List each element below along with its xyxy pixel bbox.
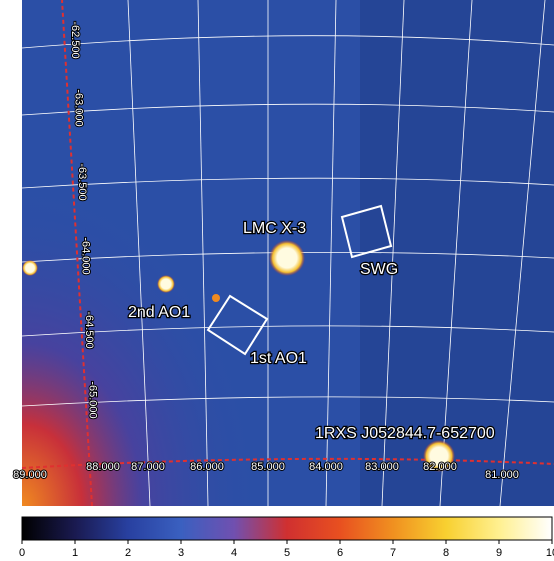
ra-label: 85.000 (251, 461, 285, 473)
colorbar-tick-label: 9 (496, 547, 502, 559)
colorbar-tick-label: 10 (546, 547, 554, 559)
source (212, 294, 220, 302)
dec-label: -65.000 (87, 381, 99, 418)
ra-label: 82.000 (423, 461, 457, 473)
dec-axis-line (61, 0, 93, 507)
colorbar-tick-label: 4 (231, 547, 237, 559)
colorbar-tick-label: 5 (284, 547, 290, 559)
colorbar-tick-label: 0 (19, 547, 25, 559)
colorbar (21, 516, 553, 541)
annotation: LMC X-3 (243, 220, 306, 237)
colorbar-tick-label: 2 (125, 547, 131, 559)
colorbar-tick-label: 3 (178, 547, 184, 559)
colorbar-tick-label: 6 (337, 547, 343, 559)
source (423, 440, 455, 472)
annotation: SWG (360, 261, 398, 278)
ra-label: 88.000 (86, 461, 120, 473)
dec-label: -63.000 (73, 89, 85, 126)
colorbar-tick-label: 8 (443, 547, 449, 559)
source (157, 275, 175, 293)
dec-label: -64.500 (83, 311, 95, 348)
annotation: 2nd AO1 (128, 304, 190, 321)
ao1-box (206, 294, 269, 356)
coordinate-grid (21, 0, 554, 507)
ra-label: 87.000 (131, 461, 165, 473)
ra-label: 83.000 (365, 461, 399, 473)
colorbar-tick-label: 1 (72, 547, 78, 559)
ra-label: 89.000 (13, 469, 47, 481)
annotation: 1st AO1 (250, 350, 307, 367)
annotation: 1RXS J052844.7-652700 (315, 425, 495, 442)
ra-label: 81.000 (485, 469, 519, 481)
dec-label: -64.000 (80, 237, 92, 274)
swg-box (340, 204, 393, 259)
ra-label: 86.000 (190, 461, 224, 473)
colorbar-tick-label: 7 (390, 547, 396, 559)
source (22, 260, 38, 276)
diffuse-emission (22, 180, 262, 506)
dec-label: -62.500 (69, 21, 81, 58)
ra-label: 84.000 (309, 461, 343, 473)
dec-label: -63.500 (76, 163, 88, 200)
source (269, 240, 305, 276)
